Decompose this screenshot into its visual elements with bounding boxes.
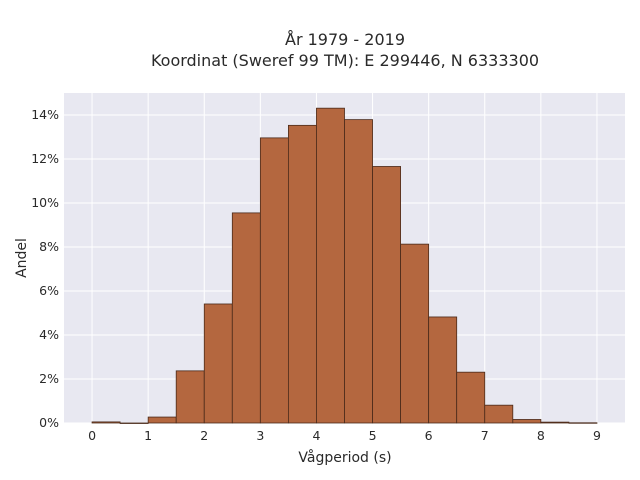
y-tick-label: 8% [39, 239, 59, 254]
y-tick-labels: 0% 2% 4% 6% 8% 10% 12% 14% [31, 107, 59, 430]
histogram-bar [147, 416, 177, 424]
histogram-bar [456, 371, 486, 424]
y-tick-label: 10% [31, 195, 59, 210]
x-tick-label: 7 [481, 428, 489, 443]
histogram-bar [344, 119, 373, 424]
histogram-bar [175, 370, 205, 424]
histogram-bar [316, 107, 345, 424]
x-axis-label: Vågperiod (s) [298, 449, 391, 466]
y-tick-label: 2% [39, 371, 59, 386]
histogram-bar [372, 166, 401, 424]
x-tick-label: 9 [593, 428, 601, 443]
histogram-bar [484, 404, 514, 424]
histogram-bar [540, 421, 570, 424]
x-tick-label: 6 [425, 428, 433, 443]
x-tick-labels: 0 1 2 3 4 5 6 7 8 9 [88, 428, 601, 443]
x-tick-label: 1 [144, 428, 152, 443]
chart-title-line2: Koordinat (Sweref 99 TM): E 299446, N 63… [151, 51, 539, 70]
chart-title-line1: År 1979 - 2019 [285, 30, 405, 49]
x-tick-label: 2 [200, 428, 208, 443]
x-tick-label: 5 [369, 428, 377, 443]
histogram-bar [568, 422, 598, 424]
histogram-bar [428, 316, 458, 424]
x-tick-label: 8 [537, 428, 545, 443]
y-tick-label: 4% [39, 327, 59, 342]
y-axis-label: Andel [14, 238, 30, 278]
histogram-bar [231, 212, 261, 424]
y-tick-label: 6% [39, 283, 59, 298]
y-tick-label: 14% [31, 107, 59, 122]
histogram-bar [259, 137, 289, 424]
x-tick-label: 4 [312, 428, 320, 443]
histogram-bar [400, 243, 430, 424]
y-tick-label: 0% [39, 415, 59, 430]
bars [91, 107, 598, 424]
histogram-bar [91, 421, 121, 424]
histogram-bar [287, 124, 317, 424]
x-tick-label: 3 [256, 428, 264, 443]
histogram-bar [512, 419, 542, 424]
histogram-bar [203, 303, 233, 424]
y-tick-label: 12% [31, 151, 59, 166]
x-tick-label: 0 [88, 428, 96, 443]
histogram-bar [119, 422, 149, 424]
